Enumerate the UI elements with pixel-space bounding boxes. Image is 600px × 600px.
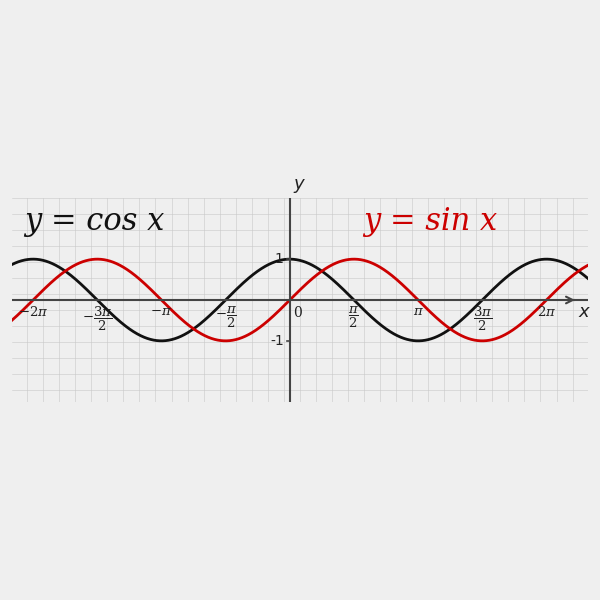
Text: y = sin x: y = sin x: [364, 206, 497, 237]
Text: y = cos x: y = cos x: [24, 206, 164, 237]
Text: $0$: $0$: [293, 305, 303, 320]
Text: $-\dfrac{\pi}{2}$: $-\dfrac{\pi}{2}$: [215, 305, 236, 330]
Text: $-2\pi$: $-2\pi$: [18, 305, 49, 319]
Text: 1: 1: [275, 252, 284, 266]
Text: $\dfrac{3\pi}{2}$: $\dfrac{3\pi}{2}$: [473, 305, 492, 333]
Text: y: y: [294, 175, 304, 193]
Text: $\dfrac{\pi}{2}$: $\dfrac{\pi}{2}$: [349, 305, 359, 330]
Text: x: x: [578, 303, 589, 321]
Text: $-\dfrac{3\pi}{2}$: $-\dfrac{3\pi}{2}$: [82, 305, 113, 333]
Text: $-\pi$: $-\pi$: [151, 305, 172, 318]
Text: -1: -1: [270, 334, 284, 348]
Text: $\pi$: $\pi$: [413, 305, 424, 318]
Text: $2\pi$: $2\pi$: [537, 305, 556, 319]
